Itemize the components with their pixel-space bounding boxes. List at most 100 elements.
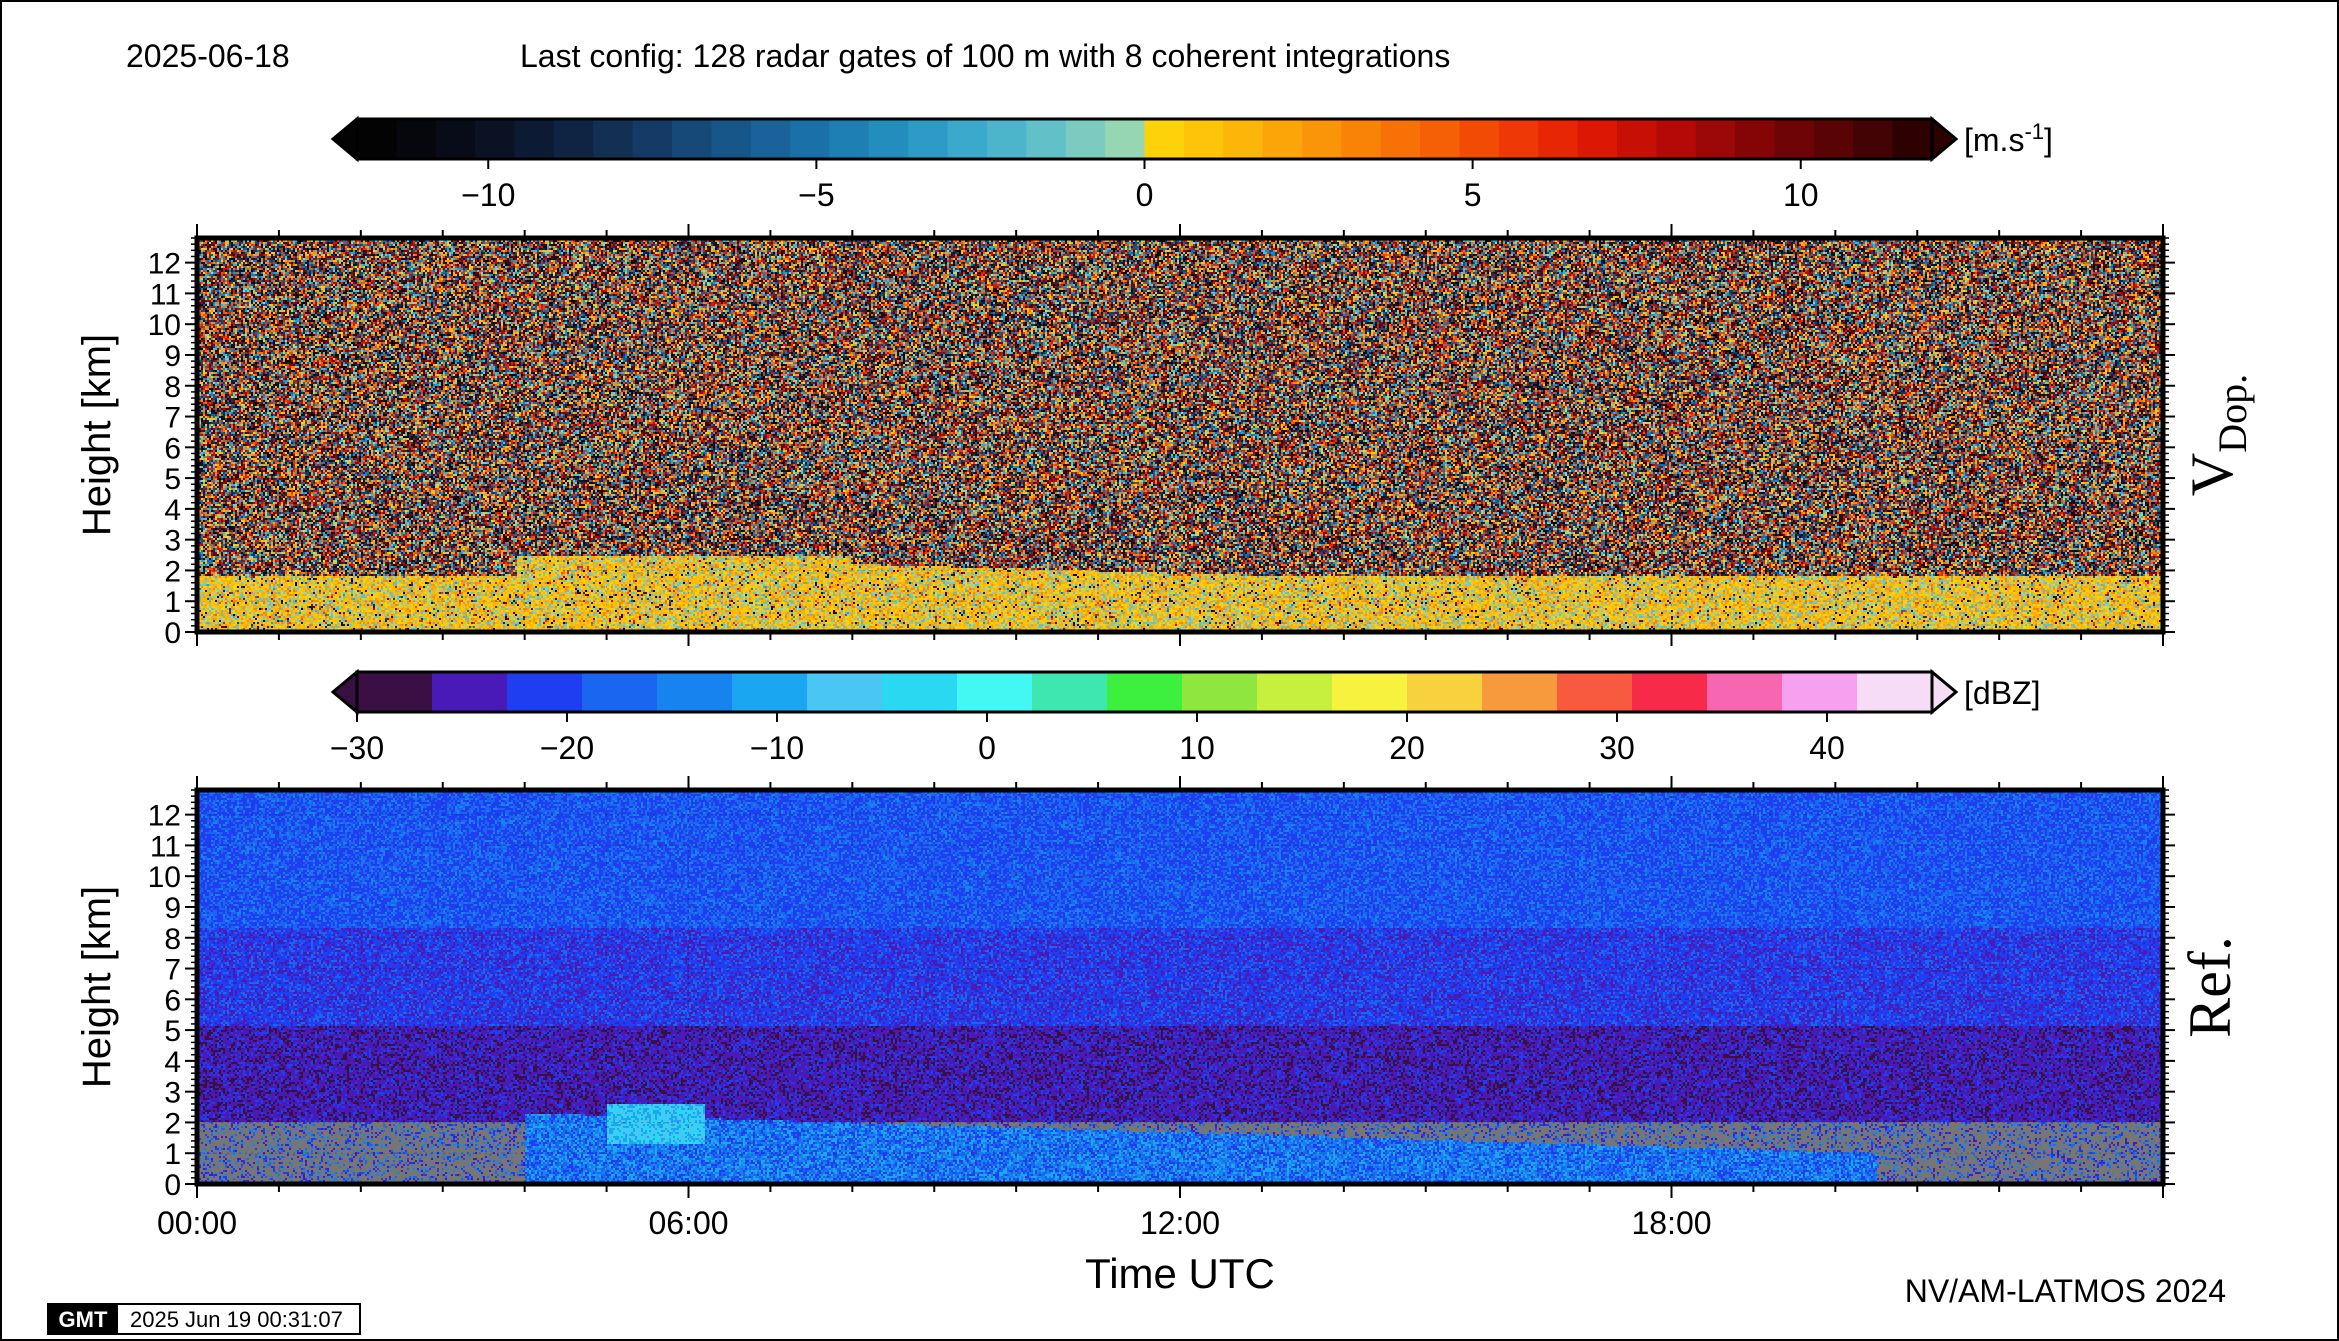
- reflectivity-colorbar-swatch: [357, 672, 433, 712]
- velocity-colorbar-swatch: [435, 119, 476, 159]
- velocity-colorbar-swatch: [1459, 119, 1500, 159]
- velocity-colorbar-swatch: [396, 119, 437, 159]
- reflectivity-ylabel: Height [km]: [75, 886, 119, 1088]
- reflectivity-colorbar-tick-label: 10: [1179, 730, 1215, 766]
- velocity-colorbar-swatch: [1892, 119, 1933, 159]
- velocity-colorbar-swatch: [947, 119, 988, 159]
- reflectivity-ytick-label: 10: [148, 861, 181, 894]
- reflectivity-ytick-label: 6: [164, 984, 181, 1017]
- reflectivity-ytick-label: 2: [164, 1107, 181, 1140]
- velocity-colorbar-swatch: [1774, 119, 1815, 159]
- reflectivity-ytick-label: 7: [164, 954, 181, 987]
- velocity-colorbar-swatch: [987, 119, 1027, 159]
- velocity-ytick-label: 1: [164, 586, 181, 619]
- velocity-colorbar-swatch: [1498, 119, 1539, 159]
- velocity-colorbar-swatch: [553, 119, 594, 159]
- velocity-colorbar-swatch: [1813, 119, 1854, 159]
- velocity-colorbar-tick-label: −10: [461, 177, 515, 213]
- velocity-ytick-label: 11: [150, 278, 181, 311]
- x-axis-title: Time UTC: [1085, 1250, 1275, 1297]
- velocity-ytick-label: 8: [164, 371, 181, 404]
- reflectivity-colorbar-tick-label: 20: [1389, 730, 1425, 766]
- velocity-colorbar-swatch: [632, 119, 673, 159]
- reflectivity-colorbar-swatch: [1257, 672, 1333, 712]
- velocity-ytick-label: 10: [148, 309, 181, 342]
- velocity-colorbar-swatch: [1380, 119, 1421, 159]
- velocity-colorbar-swatch: [1577, 119, 1618, 159]
- velocity-colorbar-tick-label: 0: [1136, 177, 1154, 213]
- velocity-colorbar-swatch: [672, 119, 712, 159]
- reflectivity-colorbar-swatch: [882, 672, 958, 712]
- reflectivity-ytick-label: 5: [164, 1015, 181, 1048]
- reflectivity-colorbar-swatch: [1182, 672, 1258, 712]
- velocity-colorbar-under-triangle: [330, 115, 359, 163]
- velocity-colorbar-swatch: [357, 119, 397, 159]
- svg-text:VDop.: VDop.: [2179, 374, 2255, 496]
- reflectivity-colorbar-swatch: [1557, 672, 1633, 712]
- velocity-frame: [194, 235, 2166, 635]
- reflectivity-xtick-label: 18:00: [1631, 1205, 1711, 1241]
- velocity-colorbar-swatch: [711, 119, 752, 159]
- velocity-panel-label: V: [2179, 453, 2245, 496]
- reflectivity-colorbar-swatch: [1632, 672, 1708, 712]
- reflectivity-colorbar-under-triangle: [330, 668, 359, 716]
- velocity-colorbar-swatch: [1420, 119, 1461, 159]
- config-label: Last config: 128 radar gates of 100 m wi…: [520, 38, 1451, 74]
- velocity-colorbar-over-triangle: [1930, 115, 1959, 163]
- reflectivity-colorbar-tick-label: −30: [330, 730, 384, 766]
- reflectivity-colorbar-swatch: [432, 672, 508, 712]
- velocity-colorbar-tick-label: 10: [1783, 177, 1819, 213]
- velocity-colorbar-swatch: [750, 119, 791, 159]
- reflectivity-colorbar-unit: [dBZ]: [1964, 675, 2040, 711]
- velocity-colorbar-swatch: [593, 119, 634, 159]
- date-label: 2025-06-18: [126, 38, 290, 74]
- reflectivity-colorbar-frame: [355, 670, 1934, 714]
- velocity-ytick-label: 4: [164, 494, 181, 527]
- reflectivity-colorbar-over-triangle: [1930, 668, 1959, 716]
- reflectivity-colorbar-tick-label: 30: [1599, 730, 1635, 766]
- reflectivity-colorbar-swatch: [1032, 672, 1108, 712]
- velocity-colorbar-swatch: [1105, 119, 1146, 159]
- velocity-colorbar-swatch: [1026, 119, 1067, 159]
- gmt-time: 2025 Jun 19 00:31:07: [130, 1307, 343, 1332]
- velocity-colorbar-swatch: [1617, 119, 1657, 159]
- velocity-colorbar-swatch: [1853, 119, 1894, 159]
- reflectivity-colorbar-swatch: [1332, 672, 1408, 712]
- velocity-colorbar-swatch: [868, 119, 909, 159]
- reflectivity-panel-label: Ref.: [2177, 936, 2243, 1038]
- velocity-ytick-label: 9: [164, 340, 181, 373]
- colorbar-unit-end: ]: [2044, 122, 2053, 158]
- reflectivity-ytick-label: 11: [150, 830, 181, 863]
- velocity-colorbar-swatch: [1262, 119, 1303, 159]
- velocity-colorbar-swatch: [790, 119, 831, 159]
- velocity-colorbar-swatch: [1538, 119, 1579, 159]
- reflectivity-colorbar: −30 −20 −10 0 10 20 30 40 [dBZ]: [330, 668, 2040, 766]
- velocity-colorbar-swatch: [1144, 119, 1185, 159]
- velocity-ytick-label: 12: [148, 248, 181, 281]
- reflectivity-colorbar-swatch: [1482, 672, 1558, 712]
- velocity-ytick-label: 0: [164, 617, 181, 650]
- reflectivity-colorbar-swatch: [1707, 672, 1783, 712]
- reflectivity-colorbar-swatch: [1107, 672, 1183, 712]
- velocity-colorbar-tick-label: −5: [798, 177, 834, 213]
- reflectivity-heatmap: [197, 790, 2163, 1184]
- velocity-ytick-label: 7: [164, 402, 181, 435]
- velocity-colorbar: −10 −5 0 5 10 [m.s-1]: [330, 115, 2053, 213]
- panel-labels: Height [km] Height [km] VDop. Ref. Time …: [75, 334, 2255, 1309]
- reflectivity-colorbar-swatch: [807, 672, 883, 712]
- reflectivity-ytick-label: 8: [164, 923, 181, 956]
- velocity-colorbar-swatch: [1065, 119, 1106, 159]
- colorbar-unit-sup: -1: [2024, 119, 2044, 144]
- reflectivity-colorbar-swatch: [732, 672, 808, 712]
- velocity-colorbar-swatch: [514, 119, 555, 159]
- reflectivity-colorbar-swatch: [1782, 672, 1858, 712]
- reflectivity-ytick-label: 12: [148, 800, 181, 833]
- reflectivity-colorbar-tick-label: 0: [978, 730, 996, 766]
- velocity-ytick-label: 3: [164, 525, 181, 558]
- reflectivity-colorbar-tick-label: 40: [1809, 730, 1845, 766]
- colorbar-unit-text: [m.s: [1964, 122, 2024, 158]
- velocity-colorbar-tick-label: 5: [1464, 177, 1482, 213]
- velocity-ytick-label: 6: [164, 432, 181, 465]
